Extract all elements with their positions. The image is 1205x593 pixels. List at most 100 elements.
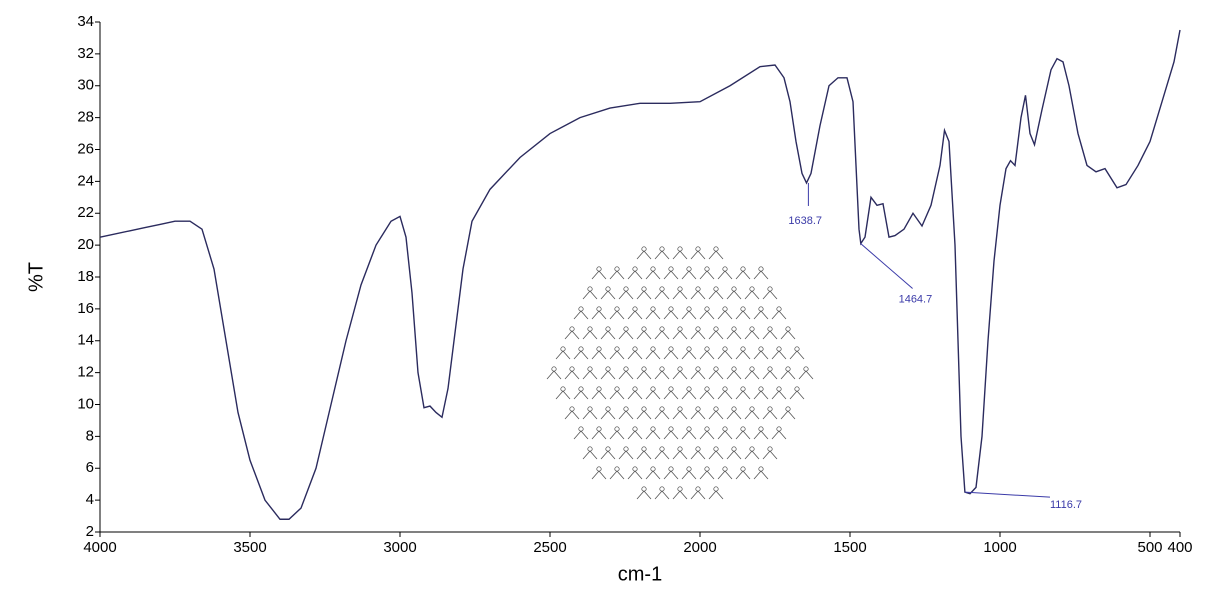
molecule-atom	[713, 406, 719, 412]
molecule-bond	[672, 410, 688, 420]
molecule-atom	[632, 306, 638, 312]
molecule-bond	[690, 370, 706, 380]
molecule-atom	[605, 326, 611, 332]
molecule-atom	[713, 286, 719, 292]
molecule-atom	[641, 286, 647, 292]
molecule-atom	[722, 346, 728, 352]
molecule-bond	[663, 470, 679, 480]
molecule-atom	[578, 386, 584, 392]
molecule-bond	[690, 330, 706, 340]
molecule-bond	[636, 290, 652, 300]
molecule-bond	[672, 250, 688, 260]
molecule-atom	[668, 426, 674, 432]
molecule-bond	[744, 370, 760, 380]
molecule-atom	[659, 446, 665, 452]
molecule-atom	[758, 466, 764, 472]
molecule-atom	[614, 426, 620, 432]
molecule-atom	[668, 266, 674, 272]
molecule-atom	[596, 466, 602, 472]
molecule-bond	[654, 410, 670, 420]
molecule-atom	[704, 346, 710, 352]
molecule-bond	[681, 270, 697, 280]
molecule-bond	[780, 410, 796, 420]
molecule-atom	[596, 306, 602, 312]
molecule-bond	[627, 470, 643, 480]
molecule-atom	[587, 326, 593, 332]
peak-label: 1116.7	[1050, 499, 1082, 511]
molecule-atom	[596, 346, 602, 352]
molecule-bond	[645, 350, 661, 360]
molecule-bond	[717, 430, 733, 440]
molecule-bond	[636, 370, 652, 380]
peak-leader	[964, 491, 1051, 498]
x-tick-label: 2000	[683, 539, 716, 556]
molecule-atom	[695, 366, 701, 372]
molecule-bond	[708, 330, 724, 340]
molecule-bond	[753, 390, 769, 400]
molecule-bond	[780, 330, 796, 340]
molecule-bond	[771, 430, 787, 440]
molecule-atom	[641, 486, 647, 492]
molecule-bond	[645, 430, 661, 440]
molecule-atom	[650, 346, 656, 352]
molecule-atom	[740, 346, 746, 352]
molecule-bond	[735, 310, 751, 320]
molecule-atom	[668, 386, 674, 392]
molecule-bond	[663, 270, 679, 280]
molecule-bond	[645, 310, 661, 320]
molecule-bond	[789, 390, 805, 400]
molecule-bond	[708, 250, 724, 260]
molecule-bond	[708, 410, 724, 420]
molecule-atom	[623, 286, 629, 292]
molecule-bond	[672, 290, 688, 300]
molecule-atom	[605, 366, 611, 372]
molecule-bond	[771, 310, 787, 320]
molecule-bond	[654, 450, 670, 460]
molecule-bond	[708, 450, 724, 460]
molecule-bond	[636, 330, 652, 340]
molecule-bond	[564, 330, 580, 340]
molecule-atom	[677, 246, 683, 252]
molecule-bond	[546, 370, 562, 380]
molecule-atom	[695, 446, 701, 452]
molecule-bond	[555, 390, 571, 400]
molecule-atom	[614, 386, 620, 392]
molecule-atom	[659, 246, 665, 252]
molecule-atom	[623, 326, 629, 332]
molecule-atom	[605, 406, 611, 412]
molecule-bond	[762, 330, 778, 340]
molecule-bond	[762, 290, 778, 300]
molecule-atom	[632, 266, 638, 272]
molecule-bond	[600, 370, 616, 380]
molecule-bond	[573, 350, 589, 360]
molecule-bond	[717, 350, 733, 360]
y-tick-label: 12	[77, 364, 94, 381]
molecule-bond	[627, 270, 643, 280]
y-tick-label: 10	[77, 395, 94, 412]
molecule-bond	[672, 370, 688, 380]
molecule-bond	[690, 250, 706, 260]
molecule-bond	[582, 450, 598, 460]
molecule-atom	[704, 426, 710, 432]
molecule-bond	[618, 450, 634, 460]
molecule-bond	[762, 410, 778, 420]
y-tick-label: 30	[77, 77, 94, 94]
molecule-atom	[758, 426, 764, 432]
y-tick-label: 22	[77, 204, 94, 221]
molecule-bond	[609, 350, 625, 360]
molecule-atom	[740, 426, 746, 432]
molecule-atom	[578, 346, 584, 352]
molecule-bond	[663, 310, 679, 320]
molecule-bond	[771, 390, 787, 400]
molecule-atom	[641, 446, 647, 452]
molecule-bond	[717, 310, 733, 320]
molecule-bond	[726, 410, 742, 420]
molecule-atom	[587, 366, 593, 372]
molecule-bond	[681, 470, 697, 480]
molecule-atom	[686, 266, 692, 272]
molecule-bond	[771, 350, 787, 360]
peak-label: 1638.7	[788, 215, 822, 227]
molecule-bond	[582, 290, 598, 300]
x-tick-label: 3500	[233, 539, 266, 556]
molecule-bond	[690, 490, 706, 500]
